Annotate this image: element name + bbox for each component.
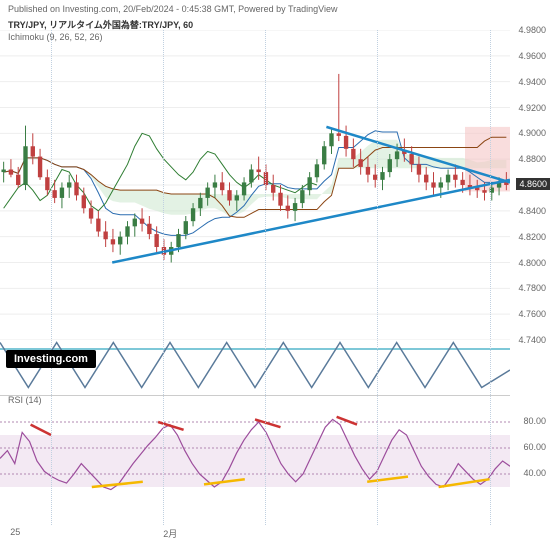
rsi-y-axis: 40.0060.0080.00 [510,395,550,525]
investing-watermark: Investing.com [6,350,96,368]
price-chart[interactable] [0,30,510,340]
publish-info: Published on Investing.com, 20/Feb/2024 … [8,4,338,14]
time-axis: 252月 [0,527,510,542]
price-svg [0,30,510,340]
rsi-label: RSI (14) [8,395,42,405]
rsi-svg [0,396,510,526]
rsi-chart[interactable] [0,395,510,525]
